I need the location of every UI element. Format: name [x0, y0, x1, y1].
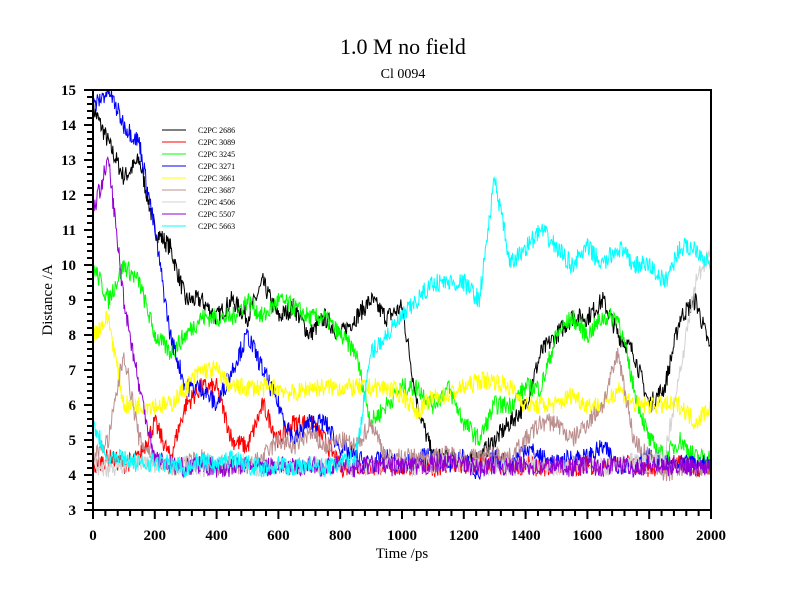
legend-label: C2PC 2686 — [198, 126, 235, 135]
series-line-2 — [92, 256, 712, 467]
y-tick-label: 5 — [69, 433, 77, 449]
x-tick-label: 0 — [89, 528, 97, 544]
y-tick-label: 10 — [61, 258, 76, 274]
x-tick-label: 600 — [267, 528, 290, 544]
y-tick-label: 9 — [69, 293, 77, 309]
y-tick-label: 3 — [69, 503, 77, 519]
x-tick-label: 400 — [205, 528, 228, 544]
series-line-0 — [92, 100, 712, 473]
y-tick-label: 14 — [61, 118, 77, 134]
x-tick-label: 1600 — [572, 528, 602, 544]
x-tick-label: 1800 — [634, 528, 664, 544]
y-tick-label: 12 — [61, 188, 76, 204]
y-tick-label: 7 — [69, 363, 77, 379]
ticks-layer: 0 200 400 600 800 1000 1200 1400 1600 1800 2000 3 4 5… — [61, 83, 726, 544]
y-tick-label: 15 — [61, 83, 76, 99]
legend-label: C2PC 5507 — [198, 210, 235, 219]
legend: C2PC 2686 C2PC 3089 C2PC 3245 C2PC 3271 C2PC… — [162, 126, 235, 231]
y-tick-label: 11 — [62, 223, 76, 239]
series-layer — [92, 89, 712, 482]
y-axis-label: Distance /A — [40, 264, 56, 335]
series-line-4 — [92, 310, 712, 430]
series-line-3 — [92, 89, 712, 480]
x-tick-label: 2000 — [696, 528, 726, 544]
legend-label: C2PC 5663 — [198, 222, 235, 231]
y-tick-label: 8 — [69, 328, 77, 344]
y-tick-label: 4 — [69, 468, 77, 484]
legend-label: C2PC 3089 — [198, 138, 235, 147]
x-tick-label: 1200 — [449, 528, 479, 544]
legend-label: C2PC 4506 — [198, 198, 235, 207]
x-tick-label: 1400 — [511, 528, 541, 544]
chart-subtitle: Cl 0094 — [381, 67, 426, 82]
chart-title: 1.0 M no field — [340, 34, 466, 59]
x-tick-label: 1000 — [387, 528, 417, 544]
x-tick-label: 800 — [329, 528, 352, 544]
x-tick-label: 200 — [144, 528, 167, 544]
legend-label: C2PC 3245 — [198, 150, 235, 159]
legend-label: C2PC 3687 — [198, 186, 235, 195]
legend-label: C2PC 3271 — [198, 162, 235, 171]
y-tick-label: 13 — [61, 153, 76, 169]
series-line-8 — [92, 175, 712, 478]
legend-label: C2PC 3661 — [198, 174, 235, 183]
series-line-6 — [92, 240, 712, 478]
x-axis-label: Time /ps — [376, 546, 429, 562]
plot-frame — [92, 89, 712, 511]
y-tick-label: 6 — [69, 398, 77, 414]
